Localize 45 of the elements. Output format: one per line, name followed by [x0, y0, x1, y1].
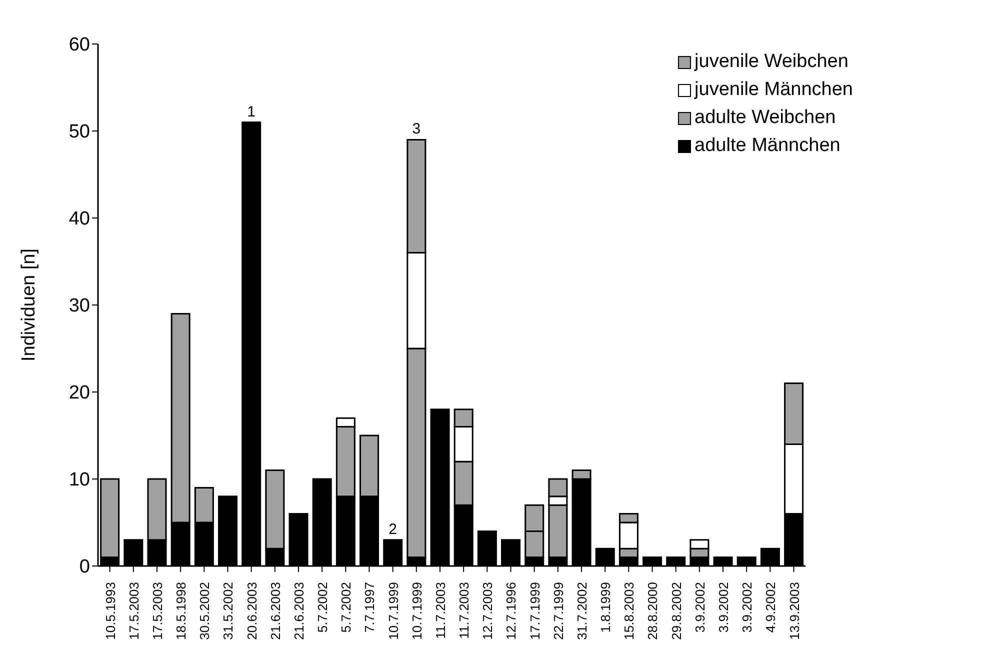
x-tick-label: 12.7.2003	[480, 582, 496, 640]
x-tick-label: 29.8.2002	[668, 582, 684, 640]
x-tick-label: 17.5.2003	[150, 582, 165, 640]
x-tick-label: 28.8.2000	[645, 582, 660, 640]
x-tick-label: 22.7.1999	[550, 582, 566, 640]
x-tick-label: 11.7.2003	[432, 582, 448, 639]
legend-label: juvenile Männchen	[694, 78, 853, 102]
x-tick-label: 12.7.1996	[504, 582, 519, 640]
x-tick-label: 1.8.1999	[598, 582, 614, 633]
x-tick-label: 3.9.2002	[740, 582, 755, 633]
x-tick-label: 31.5.2002	[220, 582, 236, 640]
x-tick-label: 10.7.1999	[386, 582, 401, 640]
x-tick-label: 30.5.2002	[197, 582, 212, 640]
x-tick-label: 10.5.1993	[102, 582, 118, 640]
annotation: 1	[247, 103, 256, 120]
annotation: 2	[388, 520, 397, 538]
y-tick-label: 50	[68, 122, 90, 143]
y-axis-title: Individuen [n]	[18, 248, 40, 362]
x-tick-label: 18.5.1998	[174, 582, 189, 640]
y-tick-label: 30	[68, 296, 90, 317]
x-tick-label: 4.9.2002	[763, 582, 778, 633]
legend-label: adulte Weibchen	[694, 106, 836, 130]
x-tick-label: 3.9.2002	[716, 582, 731, 633]
x-tick-label: 13.9.2003	[786, 582, 802, 640]
x-tick-label: 15.8.2003	[622, 582, 637, 640]
x-tick-label: 21.6.2003	[291, 582, 306, 640]
y-tick-label: 20	[68, 382, 90, 404]
x-tick-label: 17.5.2003	[126, 582, 142, 640]
y-tick-label: 40	[68, 208, 90, 230]
x-tick-label: 3.9.2002	[692, 582, 708, 633]
x-tick-label: 31.7.2002	[574, 582, 590, 640]
y-tick-label: 10	[68, 470, 90, 491]
legend-label: juvenile Weibchen	[694, 50, 848, 74]
legend-label: adulte Männchen	[694, 134, 840, 158]
x-tick-label: 20.6.2003	[244, 582, 260, 640]
y-tick-label: 0	[79, 556, 90, 578]
x-tick-label: 11.7.2003	[456, 582, 472, 639]
x-tick-label: 5.7.2002	[338, 582, 354, 633]
x-tick-label: 17.7.1999	[527, 582, 542, 640]
x-tick-label: 5.7.2002	[315, 582, 330, 633]
annotation: 3	[412, 120, 421, 138]
x-tick-label: 10.7.1999	[409, 582, 424, 640]
x-tick-label: 7.7.1997	[362, 582, 378, 633]
x-tick-label: 21.6.2003	[268, 582, 283, 640]
y-tick-label: 60	[68, 34, 90, 56]
